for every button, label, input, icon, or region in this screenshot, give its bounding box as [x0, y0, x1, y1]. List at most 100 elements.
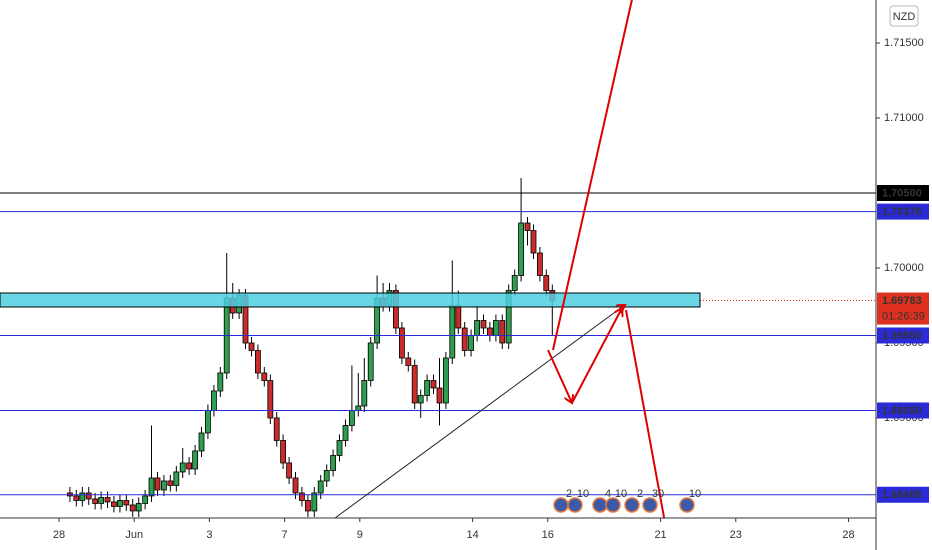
- candle-body: [492, 320, 499, 336]
- candle-body: [317, 480, 324, 494]
- event-icon: [592, 497, 608, 513]
- currency: NZD: [893, 11, 916, 23]
- candle-body: [430, 380, 437, 389]
- event-icon: [624, 497, 640, 513]
- event-count: 4: [605, 488, 611, 500]
- candle-body: [192, 450, 199, 470]
- red-arrow: [547, 349, 572, 403]
- axis-layer: 1.715001.710001.700001.695001.6900028Jun…: [53, 37, 929, 541]
- candle-body: [330, 455, 337, 471]
- level-label: 1.69550: [882, 330, 922, 342]
- current-price-box: [877, 292, 929, 325]
- event-icon: [679, 497, 695, 513]
- candle-body: [286, 462, 293, 479]
- candle-body: [98, 497, 105, 504]
- level-label-box: [877, 402, 929, 419]
- candle-body: [129, 504, 136, 512]
- candle-body: [524, 222, 531, 231]
- candle-body: [543, 275, 550, 291]
- candle-body: [311, 492, 318, 512]
- event-count: 10: [689, 488, 701, 500]
- candle-body: [154, 477, 161, 491]
- candle-body: [511, 275, 518, 291]
- candle-body: [392, 290, 399, 329]
- y-tick-label: 1.71000: [884, 112, 924, 124]
- candle-body: [355, 405, 362, 411]
- level-label-box: [877, 327, 929, 344]
- candle-body: [73, 495, 80, 501]
- candle-body: [436, 387, 443, 404]
- currency-box[interactable]: [889, 5, 919, 27]
- candle-body: [292, 477, 299, 494]
- y-tick-label: 1.71500: [884, 37, 924, 49]
- candle-body: [361, 380, 368, 407]
- candle-body: [455, 305, 462, 329]
- candle-body: [117, 500, 123, 507]
- candle-body: [123, 500, 130, 506]
- level-label-box: [877, 203, 929, 220]
- candle-body: [173, 471, 180, 486]
- level-label-box: [877, 486, 929, 503]
- candle-body: [449, 305, 456, 359]
- x-tick-label: 3: [206, 529, 212, 541]
- candle-body: [267, 380, 274, 419]
- candle-body: [85, 492, 92, 500]
- x-tick-label: Jun: [125, 529, 143, 541]
- candle-body: [142, 495, 149, 504]
- y-axis-band: [876, 0, 932, 550]
- candle-body: [79, 492, 86, 501]
- candle-body: [417, 395, 424, 404]
- candle-body: [530, 230, 537, 254]
- candle-body: [399, 327, 405, 359]
- candle-body: [255, 350, 261, 374]
- candle-body: [305, 500, 311, 512]
- x-tick-label: 16: [542, 529, 554, 541]
- level-label: 1.70376: [882, 206, 922, 218]
- event-icon: [553, 497, 569, 513]
- candle-body: [205, 410, 211, 434]
- candle-body: [336, 440, 343, 456]
- candle-body: [217, 372, 224, 392]
- candle-body: [411, 365, 418, 404]
- candle-body: [148, 477, 155, 497]
- event-icon: [642, 497, 658, 513]
- x-tick-label: 7: [282, 529, 288, 541]
- countdown-label: 01:26:39: [882, 310, 925, 322]
- candle-body: [273, 417, 280, 441]
- level-label: 1.69050: [882, 405, 922, 417]
- y-tick-label: 1.70000: [884, 262, 924, 274]
- candle-body: [461, 327, 468, 351]
- candle-body: [442, 357, 449, 404]
- event-count: 2: [566, 488, 572, 500]
- current-price-label: 1.69783: [882, 295, 922, 307]
- level-label: 1.68488: [882, 489, 922, 501]
- level-label: 1.70500: [882, 187, 922, 199]
- x-tick-label: 28: [53, 529, 65, 541]
- candle-body: [211, 390, 217, 411]
- candle-body: [342, 425, 349, 441]
- trend-line: [334, 306, 623, 519]
- candle-body: [179, 462, 186, 473]
- candle-body: [135, 503, 142, 512]
- red-line: [552, 0, 633, 351]
- event-count: 10: [577, 488, 589, 500]
- x-tick-label: 14: [466, 529, 478, 541]
- candle-body: [468, 335, 474, 351]
- event-count: 10: [615, 488, 627, 500]
- candle-body: [474, 320, 481, 336]
- candle-body: [186, 462, 193, 470]
- candle-body: [323, 470, 330, 482]
- event-icon: [605, 497, 621, 513]
- candle-body: [167, 480, 174, 486]
- resistance-zone: [0, 292, 701, 308]
- red-line: [625, 309, 671, 550]
- x-tick-label: 21: [654, 529, 666, 541]
- candle-body: [261, 372, 268, 381]
- candle-body: [486, 327, 493, 336]
- candle-body: [198, 432, 205, 452]
- candle-body: [104, 497, 111, 503]
- candle-body: [248, 342, 255, 351]
- candle-body: [280, 440, 287, 464]
